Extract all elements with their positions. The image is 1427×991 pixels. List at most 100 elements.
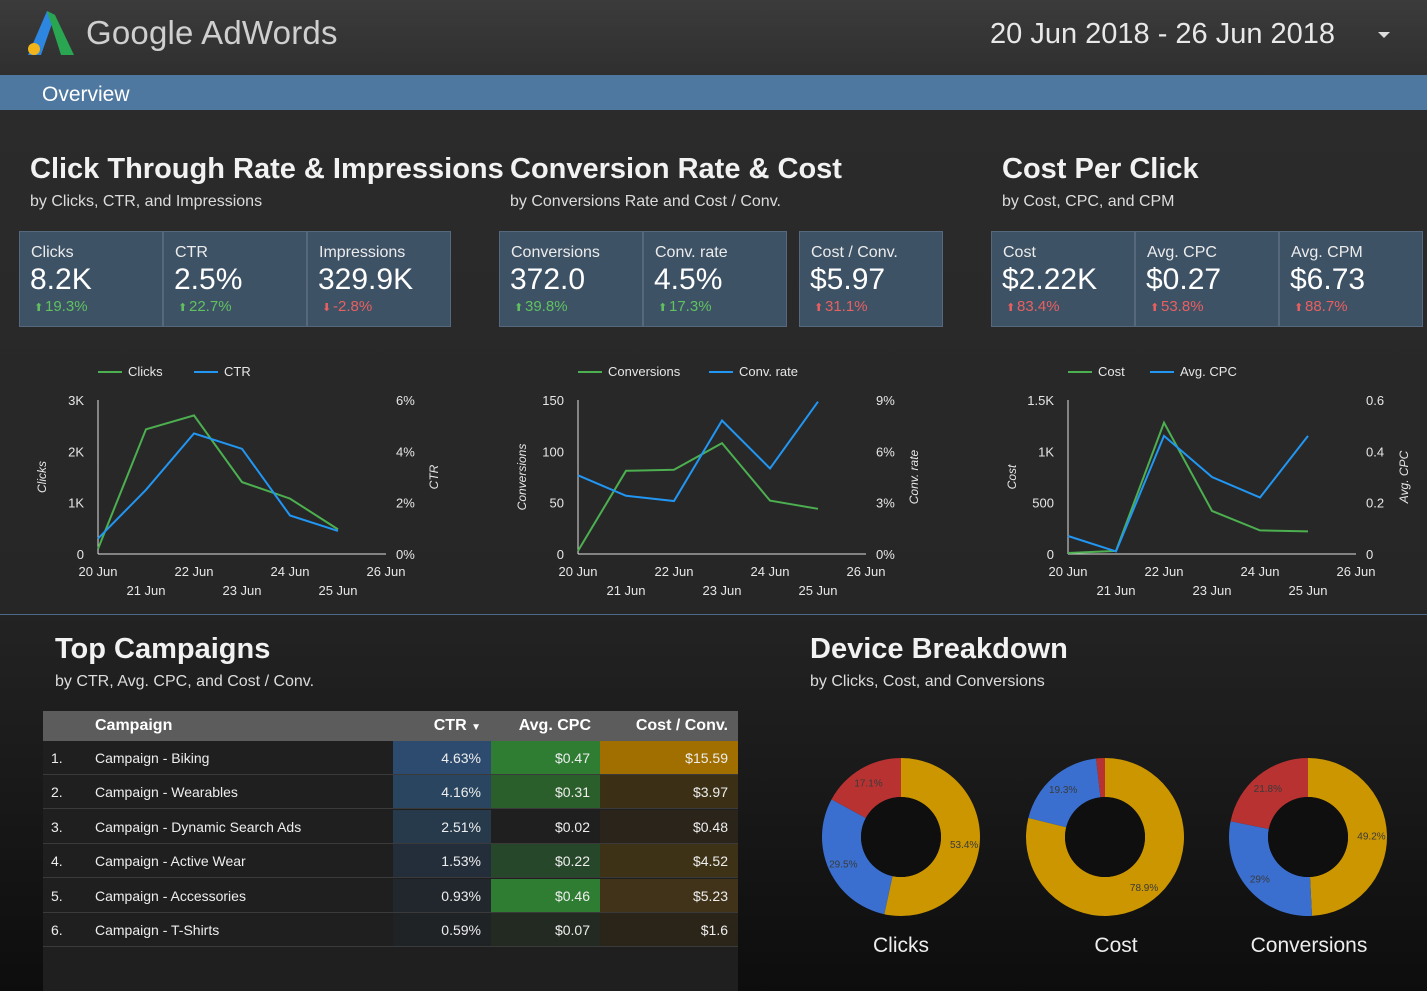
donut-slice-blue[interactable] bbox=[1028, 758, 1101, 828]
table-row[interactable]: 2. Campaign - Wearables 4.16% $0.31 $3.97 bbox=[43, 775, 738, 810]
sort-desc-icon[interactable]: ▼ bbox=[471, 722, 481, 733]
scorecard-conv-rate[interactable]: Conv. rate 4.5% ⬆ 17.3% bbox=[643, 231, 787, 327]
series-line-clicks[interactable] bbox=[97, 414, 339, 550]
scorecard-delta: ⬆ 19.3% bbox=[34, 298, 88, 315]
table-header bbox=[43, 711, 738, 741]
scorecard-label: Avg. CPM bbox=[1291, 244, 1363, 261]
donut-chart-clicks[interactable]: 53.4% 29.5% 17.1% bbox=[820, 756, 982, 918]
scorecard-cost-conv[interactable]: Cost / Conv. $5.97 ⬆ 31.1% bbox=[799, 231, 943, 327]
legend-label[interactable]: CTR bbox=[224, 364, 251, 379]
x-tick-label: 21 Jun bbox=[126, 583, 165, 598]
scorecard-impressions[interactable]: Impressions 329.9K ⬇ -2.8% bbox=[307, 231, 451, 327]
series-line-cost[interactable] bbox=[1067, 420, 1309, 554]
x-tick-label: 24 Jun bbox=[750, 564, 789, 579]
y-right-tick-label: 6% bbox=[876, 444, 895, 459]
y-left-tick-label: 0 bbox=[77, 547, 84, 562]
chevron-down-icon[interactable] bbox=[1378, 32, 1390, 38]
section-subtitle-ctr: by Clicks, CTR, and Impressions bbox=[30, 193, 263, 210]
y-left-tick-label: 1.5K bbox=[1027, 393, 1054, 408]
ctr-clicks-line-chart[interactable]: 0 1K 2K 3K 0% 2% 4% 6% 20 Jun 21 Jun 22 Jun 23 Jun 2… bbox=[20, 360, 450, 605]
legend-label[interactable]: Conversions bbox=[608, 364, 681, 379]
y-right-tick-label: 2% bbox=[396, 496, 415, 511]
scorecard-delta-value: 53.8% bbox=[1161, 298, 1204, 315]
x-tick-label: 26 Jun bbox=[1336, 564, 1375, 579]
table-row[interactable]: 6. Campaign - T-Shirts 0.59% $0.07 $1.6 bbox=[43, 913, 738, 947]
column-header-ctr[interactable]: CTR ▼ bbox=[393, 711, 481, 741]
cell-avg-cpc: $0.22 bbox=[491, 844, 600, 878]
cell-ctr: 2.51% bbox=[393, 809, 491, 843]
cell-campaign: Campaign - Dynamic Search Ads bbox=[95, 818, 302, 835]
x-tick-label: 26 Jun bbox=[366, 564, 405, 579]
donut-slice-red[interactable] bbox=[1230, 758, 1308, 830]
arrow-up-icon: ⬆ bbox=[1006, 302, 1016, 314]
scorecard-conversions[interactable]: Conversions 372.0 ⬆ 39.8% bbox=[499, 231, 643, 327]
cost-cpc-line-chart[interactable]: 0 500 1K 1.5K 0 0.2 0.4 0.6 20 Jun 21 Jun 22 Jun 23… bbox=[990, 360, 1420, 605]
y-right-tick-label: 0.2 bbox=[1366, 496, 1384, 511]
conversions-rate-line-chart[interactable]: 0 50 100 150 0% 3% 6% 9% 20 Jun 21 Jun 22 Jun 23 Ju… bbox=[500, 360, 930, 605]
cell-cost-conv: $0.48 bbox=[600, 809, 738, 843]
scorecard-delta-value: 19.3% bbox=[45, 298, 88, 315]
scorecard-delta-value: 31.1% bbox=[825, 298, 868, 315]
scorecard-clicks[interactable]: Clicks 8.2K ⬆ 19.3% bbox=[19, 231, 163, 327]
donut-slice-gold[interactable] bbox=[1308, 758, 1388, 916]
table-row[interactable]: 5. Campaign - Accessories 0.93% $0.46 $5.23 bbox=[43, 878, 738, 913]
x-tick-label: 23 Jun bbox=[702, 583, 741, 598]
y-right-tick-label: 3% bbox=[876, 496, 895, 511]
scorecard-avg-cpm[interactable]: Avg. CPM $6.73 ⬆ 88.7% bbox=[1279, 231, 1423, 327]
scorecard-label: Conversions bbox=[511, 244, 600, 261]
arrow-down-icon: ⬇ bbox=[322, 302, 332, 314]
donut-slice-blue[interactable] bbox=[822, 799, 893, 915]
y-right-tick-label: 0 bbox=[1366, 547, 1373, 562]
donut-label-cost: Cost bbox=[1094, 934, 1138, 957]
section-subtitle-campaigns: by CTR, Avg. CPC, and Cost / Conv. bbox=[55, 673, 315, 690]
column-header-avg-cpc[interactable]: Avg. CPC bbox=[518, 717, 591, 734]
series-line-avg-cpc[interactable] bbox=[1067, 434, 1309, 553]
donut-slice-gold[interactable] bbox=[884, 758, 980, 916]
scorecard-delta: ⬆ 83.4% bbox=[1006, 298, 1060, 315]
donut-slice-red[interactable] bbox=[1096, 758, 1105, 798]
y-right-tick-label: 4% bbox=[396, 444, 415, 459]
legend-label[interactable]: Cost bbox=[1098, 364, 1125, 379]
scorecard-delta: ⬆ 88.7% bbox=[1294, 298, 1348, 315]
cell-ctr: 0.59% bbox=[393, 913, 491, 946]
scorecard-ctr[interactable]: CTR 2.5% ⬆ 22.7% bbox=[163, 231, 307, 327]
y-left-tick-label: 1K bbox=[68, 496, 84, 511]
scorecard-avg-cpc[interactable]: Avg. CPC $0.27 ⬆ 53.8% bbox=[1135, 231, 1279, 327]
scorecard-delta: ⬇ -2.8% bbox=[322, 298, 372, 315]
scorecard-label: Conv. rate bbox=[655, 244, 728, 261]
series-line-conv-rate[interactable] bbox=[577, 401, 819, 503]
tab-overview[interactable]: Overview bbox=[42, 83, 130, 106]
section-title-ctr: Click Through Rate & Impressions bbox=[30, 153, 504, 185]
date-range-selector[interactable]: 20 Jun 2018 - 26 Jun 2018 bbox=[990, 18, 1336, 50]
kpi-panel bbox=[0, 110, 1427, 615]
column-header-cost-conv[interactable]: Cost / Conv. bbox=[635, 717, 728, 734]
scorecard-value: $2.22K bbox=[1002, 263, 1098, 296]
y-right-axis-title: Avg. CPC bbox=[1397, 450, 1411, 504]
x-tick-label: 25 Jun bbox=[318, 583, 357, 598]
legend-label[interactable]: Conv. rate bbox=[739, 364, 798, 379]
donut-chart-conversions[interactable]: 49.2% 29% 21.8% bbox=[1227, 756, 1389, 918]
donut-chart-cost[interactable]: 78.9% 19.3% bbox=[1024, 756, 1186, 918]
column-header-campaign[interactable]: Campaign bbox=[95, 717, 173, 734]
x-tick-label: 26 Jun bbox=[846, 564, 885, 579]
donut-slice-blue[interactable] bbox=[1229, 821, 1312, 916]
series-line-ctr[interactable] bbox=[97, 432, 339, 540]
donut-hole bbox=[1065, 797, 1145, 877]
scorecard-value: $6.73 bbox=[1290, 263, 1366, 296]
section-subtitle-devices: by Clicks, Cost, and Conversions bbox=[810, 673, 1045, 690]
series-line-conversions[interactable] bbox=[577, 441, 819, 552]
cell-ctr: 4.63% bbox=[393, 741, 491, 774]
scorecard-cost[interactable]: Cost $2.22K ⬆ 83.4% bbox=[991, 231, 1135, 327]
x-tick-label: 22 Jun bbox=[1144, 564, 1183, 579]
donut-slice-gold[interactable] bbox=[1026, 758, 1184, 916]
arrow-up-icon: ⬆ bbox=[1294, 302, 1304, 314]
table-row[interactable]: 4. Campaign - Active Wear 1.53% $0.22 $4.52 bbox=[43, 844, 738, 879]
table-row[interactable]: 3. Campaign - Dynamic Search Ads 2.51% $0.0… bbox=[43, 809, 738, 844]
legend-label[interactable]: Clicks bbox=[128, 364, 163, 379]
arrow-up-icon: ⬆ bbox=[658, 302, 668, 314]
donut-slice-red[interactable] bbox=[831, 758, 901, 818]
arrow-up-icon: ⬆ bbox=[34, 302, 44, 314]
scorecard-label: Cost bbox=[1003, 244, 1036, 261]
table-row[interactable]: 1. Campaign - Biking 4.63% $0.47 $15.59 bbox=[43, 741, 738, 775]
legend-label[interactable]: Avg. CPC bbox=[1180, 364, 1237, 379]
